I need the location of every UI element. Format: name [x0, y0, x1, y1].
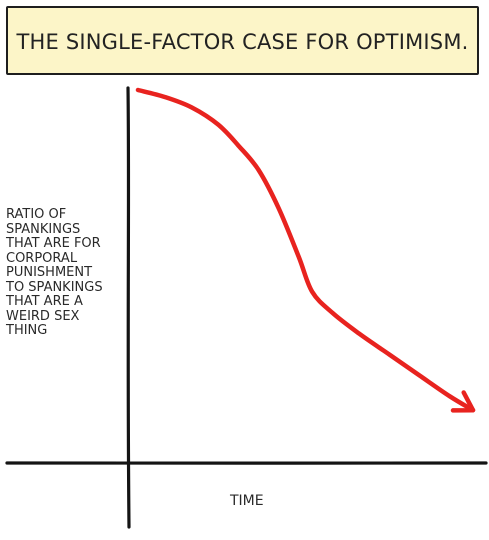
y-axis-label-line: CORPORAL	[6, 250, 78, 266]
y-axis-label-line: PUNISHMENT	[6, 265, 93, 280]
y-axis-label-line: THAT ARE A	[6, 294, 83, 309]
y-axis-label-line: RATIO OF	[6, 207, 67, 222]
x-axis-label: TIME	[230, 493, 264, 509]
x-axis-line	[5, 461, 488, 465]
series-line	[135, 87, 476, 413]
title-box: THE SINGLE-FACTOR CASE FOR OPTIMISM.	[6, 6, 479, 75]
y-axis-label-line: THAT ARE FOR	[6, 236, 101, 251]
y-axis-label-line: SPANKINGS	[6, 221, 81, 237]
y-axis-label: RATIO OF SPANKINGS THAT ARE FOR CORPORAL PUN…	[6, 207, 124, 339]
series-arrowhead	[450, 390, 476, 413]
y-axis-line	[126, 86, 131, 529]
y-axis-label-line: WEIRD SEX	[6, 308, 80, 324]
y-axis-label-line: TO SPANKINGS	[6, 279, 103, 295]
chart-title: THE SINGLE-FACTOR CASE FOR OPTIMISM.	[16, 30, 469, 54]
y-axis-label-line: THING	[6, 323, 48, 338]
series-layer	[135, 87, 476, 413]
